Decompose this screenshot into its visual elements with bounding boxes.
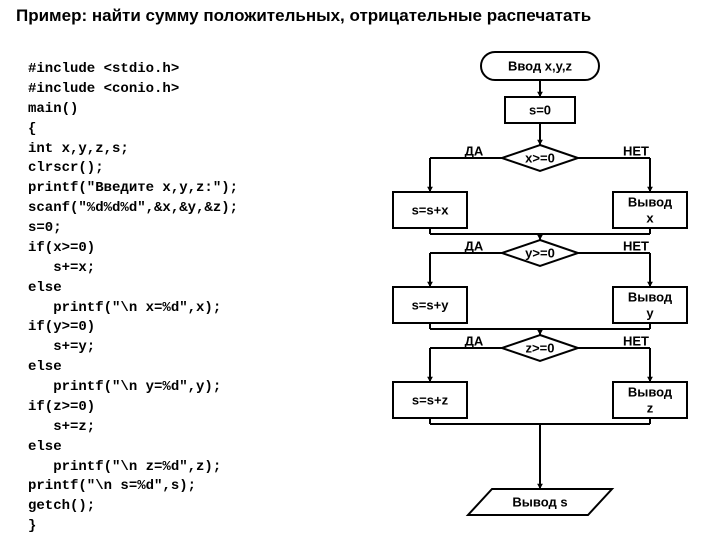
svg-text:x>=0: x>=0 xyxy=(525,150,555,165)
svg-text:s=s+z: s=s+z xyxy=(412,392,449,407)
flowchart: Ввод x,y,zs=0x>=0ДАНЕТs=s+xВыводxy>=0ДАН… xyxy=(370,50,710,540)
svg-text:y: y xyxy=(646,305,654,320)
svg-text:y>=0: y>=0 xyxy=(525,245,555,260)
svg-text:Вывод: Вывод xyxy=(628,384,673,399)
svg-text:s=0: s=0 xyxy=(529,102,551,117)
svg-text:s=s+x: s=s+x xyxy=(412,202,450,217)
svg-text:s=s+y: s=s+y xyxy=(412,297,450,312)
svg-text:Вывод s: Вывод s xyxy=(512,494,567,509)
svg-text:ДА: ДА xyxy=(465,238,484,253)
svg-text:Вывод: Вывод xyxy=(628,289,673,304)
svg-text:ДА: ДА xyxy=(465,143,484,158)
code-listing: #include <stdio.h> #include <conio.h> ma… xyxy=(28,60,238,537)
svg-text:Ввод x,y,z: Ввод x,y,z xyxy=(508,58,573,73)
svg-text:Вывод: Вывод xyxy=(628,194,673,209)
svg-text:НЕТ: НЕТ xyxy=(623,333,649,348)
svg-text:ДА: ДА xyxy=(465,333,484,348)
page-title: Пример: найти сумму положительных, отриц… xyxy=(16,6,591,26)
svg-text:z>=0: z>=0 xyxy=(526,340,555,355)
flowchart-svg: Ввод x,y,zs=0x>=0ДАНЕТs=s+xВыводxy>=0ДАН… xyxy=(370,50,710,540)
svg-text:z: z xyxy=(647,400,654,415)
svg-text:НЕТ: НЕТ xyxy=(623,143,649,158)
svg-text:x: x xyxy=(646,210,654,225)
svg-text:НЕТ: НЕТ xyxy=(623,238,649,253)
